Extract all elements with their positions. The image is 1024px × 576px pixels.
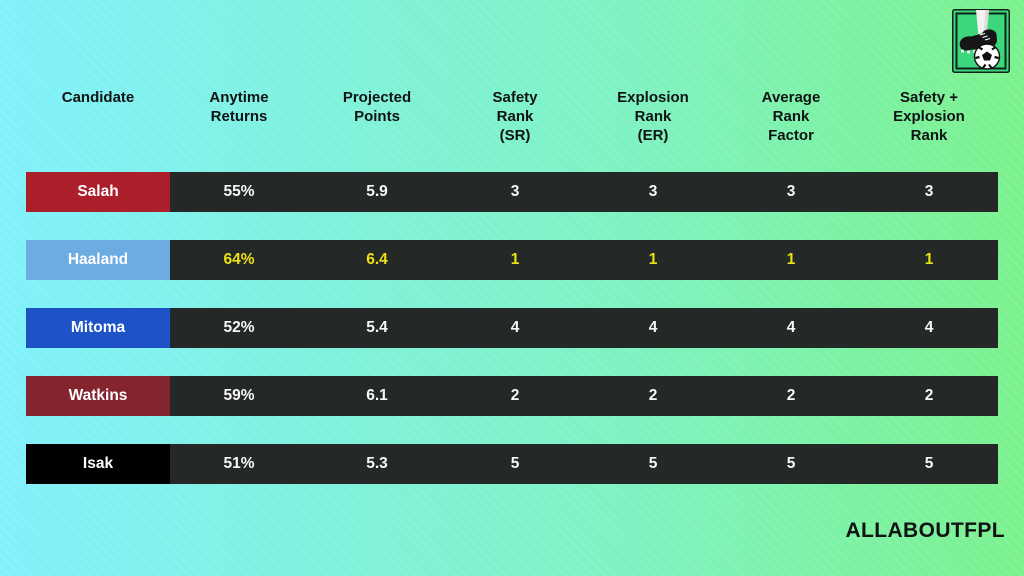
value-cell: 52% [223,319,255,336]
value-cell: 1 [510,251,520,268]
value-cell: 5 [786,455,796,472]
value-cell: 1 [786,251,796,268]
column-header-average-rank-factor: Average Rank Factor [761,89,821,144]
value-cell: 4 [924,319,934,336]
candidate-cell: Salah [26,172,170,212]
value-cell: 3 [510,183,520,200]
table-row-haaland: Haaland 64% 6.4 1 1 1 1 [26,240,998,280]
value-cell: 4 [786,319,796,336]
column-header-projected-points: Projected Points [342,89,412,125]
value-cell: 5 [924,455,934,472]
candidate-cell: Isak [26,444,170,484]
candidate-cell: Watkins [26,376,170,416]
value-cell: 3 [648,183,658,200]
candidate-cell: Haaland [26,240,170,280]
table-row-watkins: Watkins 59% 6.1 2 2 2 2 [26,376,998,416]
value-cell: 4 [510,319,520,336]
column-header-explosion-rank: Explosion Rank (ER) [617,89,689,144]
row-values: 59% 6.1 2 2 2 2 [170,376,998,416]
value-cell: 5.4 [366,319,388,336]
boot-on-football-icon [952,9,1010,73]
value-cell: 6.1 [366,387,388,404]
table-body: Salah 55% 5.9 3 3 3 3 Haaland 64% 6.4 1 … [26,172,998,512]
value-cell: 3 [924,183,934,200]
column-header-safety-plus-explosion: Safety + Explosion Rank [893,89,965,144]
value-cell: 3 [786,183,796,200]
value-cell: 2 [924,387,934,404]
column-header-anytime-returns: Anytime Returns [209,89,269,125]
value-cell: 2 [648,387,658,404]
value-cell: 5 [648,455,658,472]
value-cell: 55% [223,183,255,200]
candidate-cell: Mitoma [26,308,170,348]
table-row-mitoma: Mitoma 52% 5.4 4 4 4 4 [26,308,998,348]
value-cell: 2 [510,387,520,404]
value-cell: 1 [648,251,658,268]
row-values: 55% 5.9 3 3 3 3 [170,172,998,212]
value-cell: 4 [648,319,658,336]
value-cell: 64% [223,251,255,268]
value-cell: 5.3 [366,455,388,472]
row-values: 64% 6.4 1 1 1 1 [170,240,998,280]
value-cell: 5 [510,455,520,472]
column-header-safety-rank: Safety Rank (SR) [492,89,538,144]
table-row-isak: Isak 51% 5.3 5 5 5 5 [26,444,998,484]
value-cell: 59% [223,387,255,404]
value-cell: 6.4 [366,251,388,268]
table-row-salah: Salah 55% 5.9 3 3 3 3 [26,172,998,212]
brand-wordmark: ALLABOUTFPL [845,519,1005,542]
allaboutfpl-logo [952,9,1010,73]
row-values: 52% 5.4 4 4 4 4 [170,308,998,348]
value-cell: 1 [924,251,934,268]
value-cell: 5.9 [366,183,388,200]
table-header-row: Candidate Anytime Returns Projected Poin… [26,88,998,145]
row-values: 51% 5.3 5 5 5 5 [170,444,998,484]
value-cell: 2 [786,387,796,404]
column-header-candidate: Candidate [61,89,135,106]
value-cell: 51% [223,455,255,472]
